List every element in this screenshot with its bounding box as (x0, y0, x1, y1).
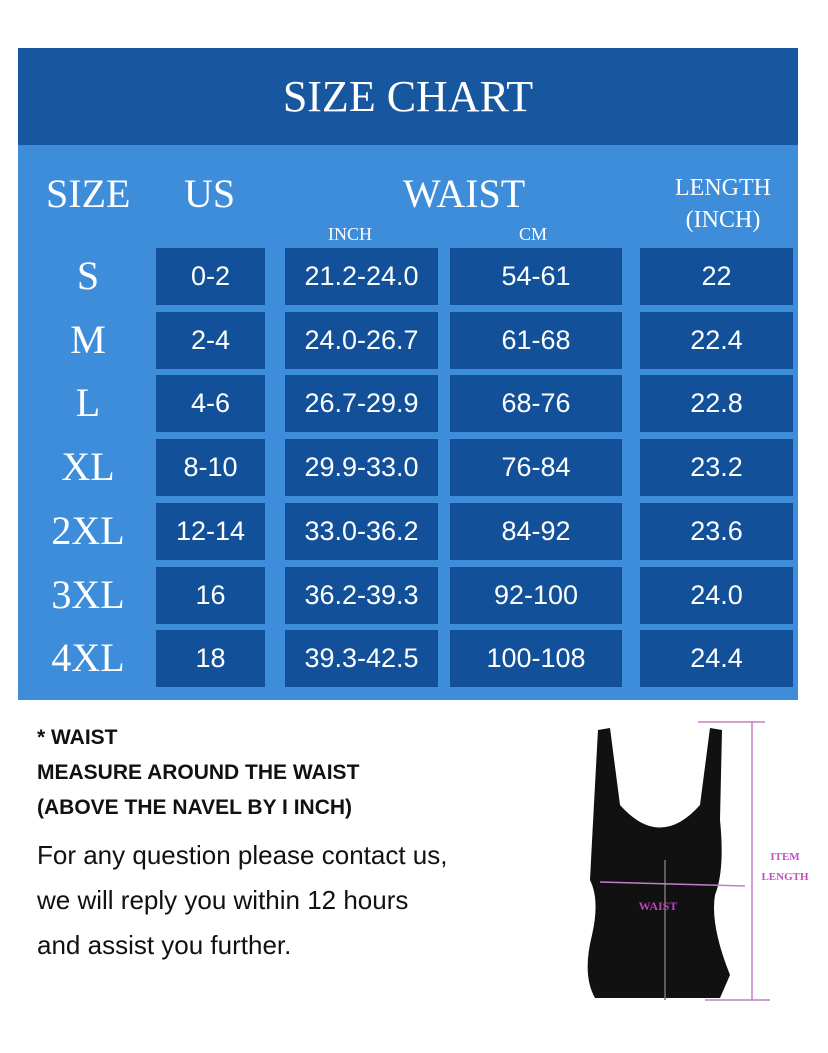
cell-us: 18 (156, 630, 265, 688)
header-us: US (184, 171, 236, 216)
header-size: SIZE (46, 171, 131, 216)
length-label: LENGTH (761, 871, 809, 883)
cell-length: 22 (640, 248, 793, 305)
waist-label: WAIST (639, 899, 678, 913)
cell-us: 12-14 (156, 502, 265, 560)
cell-us: 0-2 (156, 248, 265, 305)
cell-cm: 68-76 (450, 375, 622, 433)
vest-image (587, 728, 730, 998)
cell-length: 22.4 (640, 311, 793, 369)
size-label: L (75, 380, 101, 426)
note-reply: we will reply you within 12 hours (37, 885, 409, 915)
cell-inch: 29.9-33.0 (285, 439, 438, 497)
size-label: S (76, 253, 100, 298)
note-waist: * WAIST (37, 726, 118, 749)
header-waist: WAIST (403, 171, 526, 216)
cell-inch: 36.2-39.3 (285, 566, 438, 624)
note-assist: and assist you further. (37, 930, 292, 960)
cell-cm: 54-61 (450, 248, 622, 305)
waist-line (599, 881, 746, 887)
item-label: ITEM (770, 851, 800, 863)
cell-cm: 84-92 (450, 502, 622, 560)
cell-cm: 61-68 (450, 311, 622, 369)
cell-inch: 21.2-24.0 (285, 248, 438, 305)
cell-inch: 24.0-26.7 (285, 311, 438, 369)
header-length: LENGTH (INCH) (675, 175, 771, 233)
cell-us: 8-10 (156, 439, 265, 497)
size-label: XL (61, 444, 115, 490)
size-chart-table: SIZE CHART SIZE US WAIST INCH CM LENGTH(… (18, 48, 798, 700)
cell-length: 24.0 (640, 566, 793, 624)
cell-cm: 92-100 (450, 566, 622, 624)
vest-diagram: WAIST ITEM LENGTH (587, 721, 809, 1001)
cell-inch: 33.0-36.2 (285, 502, 438, 560)
cell-us: 16 (156, 566, 265, 624)
cell-length: 22.8 (640, 375, 793, 433)
note-navel: (ABOVE THE NAVEL BY I INCH) (37, 796, 353, 819)
size-label: 4XL (51, 635, 125, 681)
cell-inch: 26.7-29.9 (285, 375, 438, 433)
header-inch: INCH (328, 224, 372, 244)
chart-title: SIZE CHART (18, 48, 798, 145)
cell-inch: 39.3-42.5 (285, 630, 438, 688)
cell-cm: 100-108 (450, 630, 622, 688)
cell-us: 4-6 (156, 375, 265, 433)
note-contact: For any question please contact us, (37, 840, 448, 870)
cell-length: 23.6 (640, 502, 793, 560)
cell-cm: 76-84 (450, 439, 622, 497)
size-label: M (70, 316, 106, 362)
cell-length: 23.2 (640, 439, 793, 497)
header-cm: CM (519, 224, 548, 244)
notes: * WAIST MEASURE AROUND THE WAIST (ABOVE … (37, 720, 447, 968)
note-measure: MEASURE AROUND THE WAIST (37, 761, 360, 784)
size-label: 3XL (51, 571, 125, 617)
cell-length: 24.4 (640, 630, 793, 688)
size-label: 2XL (51, 507, 125, 553)
cell-us: 2-4 (156, 311, 265, 369)
